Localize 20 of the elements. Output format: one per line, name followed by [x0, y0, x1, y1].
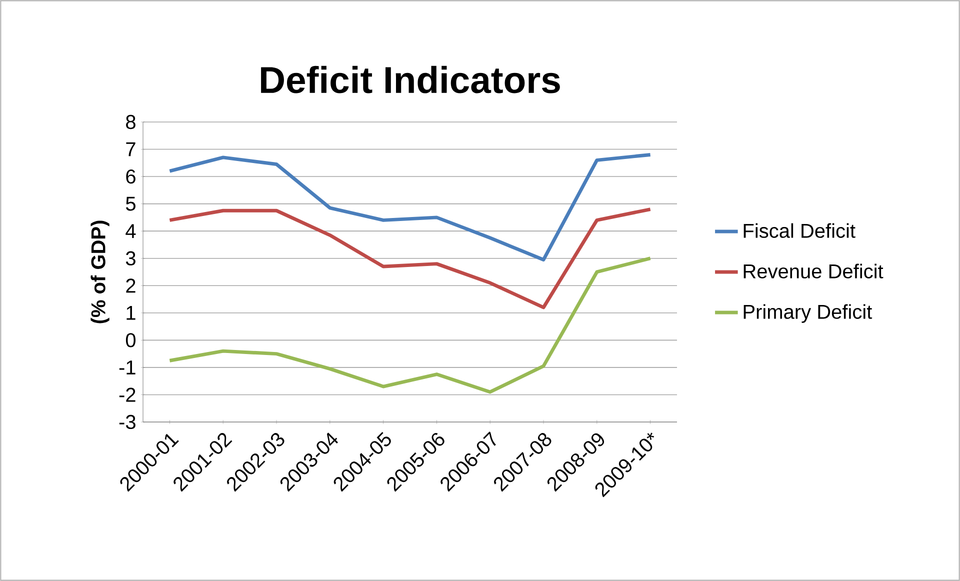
y-tick-label: 2 [126, 278, 136, 293]
y-tick-label: 5 [126, 196, 136, 211]
line-series [168, 256, 652, 394]
y-tick-label: 4 [126, 224, 136, 238]
line-series [168, 152, 652, 262]
legend-label: Primary Deficit [744, 304, 872, 323]
y-tick-label: 6 [126, 169, 136, 184]
y-tick-label: 3 [126, 251, 136, 266]
y-tick-label: 1 [126, 306, 136, 320]
legend-label: Revenue Deficit [744, 264, 884, 278]
y-axis-title: (% of GDP) [90, 220, 110, 324]
y-tick-label: 8 [126, 114, 136, 130]
legend-label: Fiscal Deficit [744, 223, 856, 238]
y-tick-label: -2 [119, 388, 136, 402]
y-tick-label: -1 [119, 360, 136, 374]
y-tick-label: -3 [119, 414, 136, 430]
y-tick-label: 7 [126, 142, 136, 156]
line-series [168, 208, 652, 310]
chart-title: Deficit Indicators [261, 66, 560, 94]
y-tick-label: 0 [126, 333, 136, 348]
